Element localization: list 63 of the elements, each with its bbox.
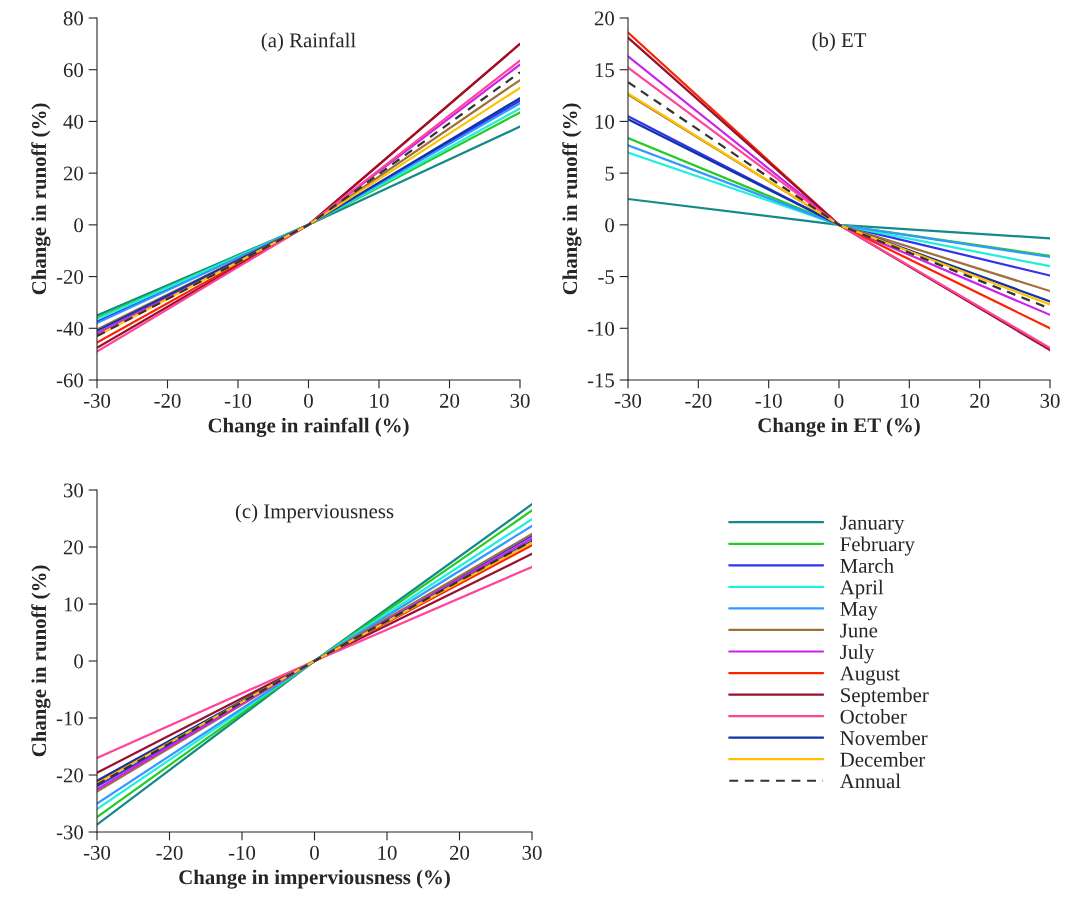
x-tick-label: -20 [154, 393, 181, 408]
legend-label: December [840, 752, 926, 767]
y-tick-label: 5 [605, 166, 614, 181]
x-tick-label: 20 [440, 393, 460, 408]
x-tick-label: 10 [900, 393, 919, 408]
legend-label: March [840, 558, 894, 573]
y-tick-label: 20 [63, 166, 84, 181]
x-tick-label: 20 [970, 393, 990, 408]
x-tick-label: 10 [378, 845, 397, 860]
text: (c) Imperviousness [235, 503, 394, 523]
y-tick-label: 80 [63, 11, 84, 26]
x-tick-label: -10 [755, 393, 782, 408]
y-axis-title: Change in runoff (%) [562, 103, 582, 295]
x-tick-label: 20 [450, 845, 470, 860]
x-tick-label: -20 [156, 845, 183, 860]
y-tick-label: -15 [587, 373, 614, 388]
x-tick-label: 0 [304, 393, 313, 408]
x-axis-title: Change in imperviousness (%) [179, 869, 450, 889]
legend-label: Annual [839, 773, 901, 789]
legend-label: May [840, 602, 878, 621]
x-tick-label: 0 [834, 393, 844, 408]
legend-label: September [841, 687, 929, 707]
legend-label: February [840, 536, 915, 556]
y-tick-label: 0 [74, 218, 84, 233]
x-tick-label: 30 [1040, 393, 1060, 408]
x-axis-title: Change in ET (%) [758, 417, 920, 437]
legend-label: January [840, 515, 905, 534]
y-tick-label: 0 [605, 218, 615, 233]
legend-label: June [840, 623, 878, 638]
x-tick-label: -10 [224, 393, 252, 408]
x-tick-label: 0 [310, 845, 319, 860]
y-tick-label: 10 [64, 597, 84, 612]
legend-label: October [840, 709, 907, 724]
x-axis-title: Change in rainfall (%) [208, 417, 409, 437]
y-axis-title: Change in runoff (%) [31, 103, 51, 295]
y-tick-label: 40 [63, 114, 84, 129]
legend-label: August [839, 666, 900, 685]
legend-label: November [840, 730, 928, 746]
y-tick-label: -10 [56, 711, 84, 726]
x-tick-label: 10 [370, 393, 389, 408]
x-tick-label: 30 [510, 393, 530, 408]
y-tick-label: -10 [587, 321, 615, 336]
y-tick-label: 60 [63, 63, 84, 78]
x-tick-label: 30 [522, 845, 542, 860]
y-axis-title: Change in runoff (%) [31, 565, 51, 757]
y-tick-label: 20 [594, 11, 615, 26]
y-tick-label: 15 [595, 63, 614, 78]
y-tick-label: -30 [56, 825, 84, 840]
y-tick-label: 0 [74, 654, 84, 669]
y-tick-label: -20 [56, 768, 84, 783]
x-tick-label: -10 [228, 845, 256, 860]
legend-label: July [840, 644, 875, 664]
y-tick-label: -20 [56, 269, 84, 284]
text: (a) Rainfall [261, 32, 356, 52]
legend-label: April [839, 579, 884, 599]
y-tick-label: 30 [63, 483, 84, 498]
y-tick-label: 10 [595, 114, 615, 129]
y-tick-label: -5 [598, 270, 614, 284]
y-tick-label: 20 [63, 540, 84, 555]
text: (b) ET [812, 32, 867, 52]
y-tick-label: -60 [56, 373, 84, 388]
x-tick-label: -20 [685, 393, 712, 408]
y-tick-label: -40 [56, 321, 84, 336]
